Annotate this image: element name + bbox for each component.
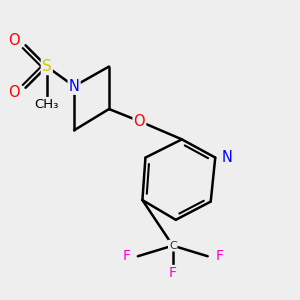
Text: CH₃: CH₃	[34, 98, 59, 111]
Text: N: N	[221, 150, 232, 165]
Text: F: F	[215, 249, 223, 263]
Text: O: O	[8, 85, 20, 100]
Text: S: S	[42, 59, 52, 74]
Text: F: F	[122, 249, 130, 263]
Text: N: N	[69, 79, 80, 94]
Text: C: C	[169, 241, 177, 250]
Text: O: O	[8, 33, 20, 48]
Text: O: O	[134, 114, 145, 129]
Text: F: F	[169, 266, 177, 280]
